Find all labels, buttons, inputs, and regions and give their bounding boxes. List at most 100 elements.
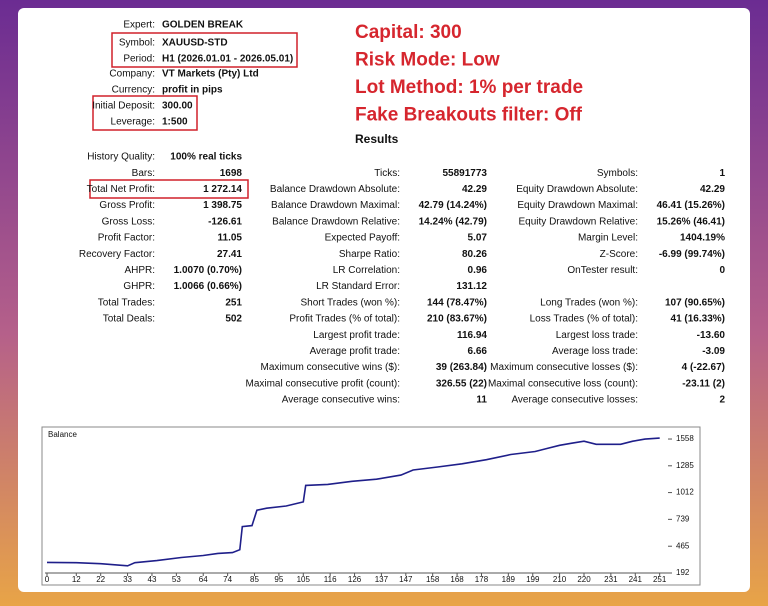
stat-value: 42.29 [462,184,487,195]
x-tick-label: 22 [96,575,105,584]
stat-value: 131.12 [456,281,487,292]
setting-label: Currency: [112,85,155,96]
x-tick-label: 43 [148,575,157,584]
stat-label: Symbols: [597,168,638,179]
y-tick-label: 465 [676,541,690,550]
highlight-box [111,32,298,68]
stat-label: Average consecutive losses: [511,395,638,406]
stat-value: 210 (83.67%) [427,314,487,325]
x-tick-label: 199 [526,575,540,584]
setting-value: VT Markets (Pty) Ltd [162,69,259,80]
highlight-text: Fake Breakouts filter: Off [355,105,583,126]
stat-label: Maximal consecutive profit (count): [245,378,400,389]
x-tick-label: 126 [348,575,362,584]
stat-value: 5.07 [468,233,488,244]
setting-value: 1:500 [162,117,188,128]
x-tick-label: 85 [250,575,259,584]
setting-label: Initial Deposit: [92,101,155,112]
chart-frame [41,426,701,586]
stat-value: 46.41 (15.26%) [657,200,725,211]
stat-label: Long Trades (won %): [540,297,638,308]
stat-value: 1 398.75 [203,200,242,211]
stat-label: Total Deals: [103,314,155,325]
setting-label: Period: [123,54,155,65]
stat-label: LR Standard Error: [316,281,400,292]
stat-value: 6.66 [468,346,488,357]
stat-value: 107 (90.65%) [665,297,725,308]
stat-value: 39 (263.84) [436,362,487,373]
x-tick-label: 178 [475,575,489,584]
stat-value: 326.55 (22) [436,378,487,389]
x-tick-label: 158 [426,575,440,584]
stat-value: 0.96 [468,265,488,276]
stat-label: Average profit trade: [310,346,400,357]
x-tick-label: 116 [324,575,337,584]
stat-label: Balance Drawdown Relative: [272,216,400,227]
stat-value: 144 (78.47%) [427,297,487,308]
x-tick-label: 33 [123,575,132,584]
stat-label: Maximal consecutive loss (count): [488,378,638,389]
stat-label: Equity Drawdown Relative: [519,216,639,227]
y-tick-label: 1012 [676,488,694,497]
stat-label: AHPR: [124,265,155,276]
stat-value: 251 [225,297,242,308]
highlight-text: Risk Mode: Low [355,50,500,71]
balance-line [46,437,660,567]
stat-value: 42.79 (14.24%) [419,200,487,211]
stat-label: Average loss trade: [552,346,638,357]
stat-label: Balance Drawdown Maximal: [271,200,400,211]
setting-value: H1 (2026.01.01 - 2026.05.01) [162,54,293,65]
x-tick-label: 168 [450,575,464,584]
x-tick-label: 95 [274,575,283,584]
stat-value: -6.99 (99.74%) [659,249,725,260]
stat-value: -3.09 [702,346,725,357]
setting-value: GOLDEN BREAK [162,20,244,31]
x-tick-label: 231 [604,575,618,584]
stat-value: 80.26 [462,249,487,260]
x-tick-label: 251 [653,575,667,584]
stat-label: Gross Profit: [99,200,155,211]
stat-value: 15.26% (46.41) [657,216,725,227]
stat-label: Expected Payoff: [325,233,400,244]
stat-value: 42.29 [700,184,725,195]
setting-label: Leverage: [111,117,155,128]
stat-label: Average consecutive wins: [282,395,400,406]
stat-label: Ticks: [374,168,400,179]
stat-label: Sharpe Ratio: [339,249,400,260]
highlight-box [89,179,249,199]
x-tick-label: 64 [199,575,208,584]
stat-label: Balance Drawdown Absolute: [270,184,400,195]
stat-value: 4 (-22.67) [682,362,725,373]
setting-label: Company: [109,69,155,80]
setting-value: profit in pips [162,85,223,96]
setting-label: Symbol: [119,38,155,49]
stat-value: 1.0070 (0.70%) [174,265,242,276]
stat-value: 14.24% (42.79) [419,216,487,227]
x-tick-label: 220 [577,575,591,584]
stat-label: Total Net Profit: [87,184,155,195]
stat-label: Largest profit trade: [313,330,400,341]
highlight-box [92,95,198,131]
x-tick-label: 74 [223,575,232,584]
highlight-text: Capital: 300 [355,22,462,43]
stat-value: 1 [719,168,725,179]
stat-label: Maximum consecutive wins ($): [261,362,400,373]
stat-label: Bars: [132,168,155,179]
x-tick-label: 105 [297,575,311,584]
stat-value: 502 [225,314,242,325]
y-tick-label: 1285 [676,461,694,470]
stat-label: LR Correlation: [333,265,400,276]
stat-value: 116.94 [457,330,487,341]
stat-label: Largest loss trade: [556,330,638,341]
x-tick-label: 53 [172,575,181,584]
stat-value: -13.60 [697,330,726,341]
stat-value: 1404.19% [680,233,725,244]
stat-value: 2 [719,395,725,406]
stat-value: 100% real ticks [170,152,242,163]
stat-label: OnTester result: [567,265,638,276]
stat-label: Maximum consecutive losses ($): [490,362,638,373]
stat-value: -126.61 [208,216,242,227]
x-tick-label: 189 [502,575,516,584]
x-tick-label: 241 [629,575,643,584]
